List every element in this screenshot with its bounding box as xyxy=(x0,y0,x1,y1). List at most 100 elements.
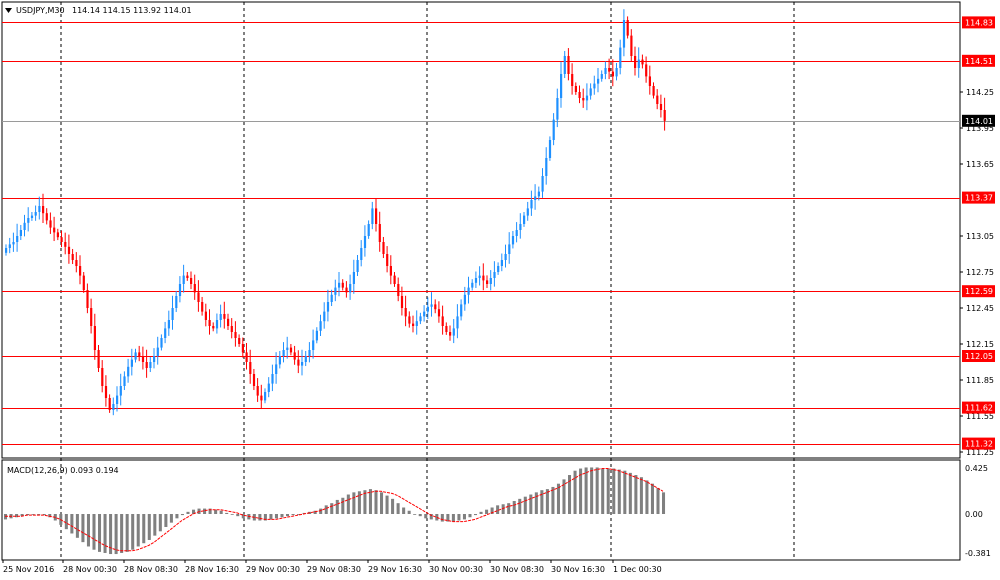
symbol-label: USDJPY,M30 xyxy=(16,6,65,15)
candle-body xyxy=(67,246,71,254)
macd-bar xyxy=(236,514,240,517)
candle-body xyxy=(160,338,163,348)
macd-bar xyxy=(274,514,278,519)
candle-body xyxy=(260,395,263,401)
candle-body xyxy=(93,326,96,350)
x-tick-label: 1 Dec 00:30 xyxy=(613,565,662,574)
candle-body xyxy=(334,287,337,295)
candle-body xyxy=(419,316,422,322)
candle-body xyxy=(338,282,341,288)
candle-body xyxy=(90,308,93,326)
candle-body xyxy=(663,110,666,121)
x-tick-label: 29 Nov 16:30 xyxy=(368,565,422,574)
level-badge xyxy=(962,350,995,362)
candle-body xyxy=(127,366,130,377)
candle-body xyxy=(245,352,248,362)
candle-body xyxy=(508,244,511,254)
candle-body xyxy=(548,140,552,158)
candle-body xyxy=(400,296,404,308)
y-tick-label: 111.55 xyxy=(966,412,994,421)
candle-body xyxy=(593,83,596,89)
candle-body xyxy=(659,104,663,110)
macd-bar xyxy=(164,514,168,527)
candle-body xyxy=(153,356,156,362)
candle-body xyxy=(597,78,600,84)
macd-bar xyxy=(440,514,444,522)
x-tick-label: 30 Nov 00:30 xyxy=(429,565,483,574)
level-badge-label: 111.62 xyxy=(965,404,993,413)
candle-body xyxy=(141,356,145,362)
candle-body xyxy=(49,220,52,228)
macd-bar xyxy=(623,470,627,514)
candle-body xyxy=(430,304,433,307)
macd-bar xyxy=(131,514,135,550)
macd-bar xyxy=(92,514,96,550)
candle-body xyxy=(30,215,34,218)
candle-body xyxy=(201,302,204,312)
candle-body xyxy=(275,364,278,374)
macd-bar xyxy=(545,489,549,514)
candle-body xyxy=(637,59,640,68)
current-price-badge xyxy=(962,114,995,127)
macd-bar xyxy=(26,514,30,516)
candle-body xyxy=(497,266,500,272)
macd-bar xyxy=(37,514,41,515)
macd-bar xyxy=(147,514,151,540)
candle-body xyxy=(27,218,30,223)
macd-bar xyxy=(368,489,372,514)
macd-bar xyxy=(335,499,339,514)
chevron-down-icon[interactable] xyxy=(5,8,12,13)
candle-body xyxy=(175,296,178,308)
macd-bar xyxy=(457,514,461,521)
macd-bar xyxy=(98,514,102,552)
candle-body xyxy=(500,260,503,266)
candle-body xyxy=(378,224,381,242)
macd-bar xyxy=(568,475,572,514)
candle-body xyxy=(423,311,426,317)
candle-body xyxy=(471,282,474,288)
y-tick-label: 112.15 xyxy=(966,340,994,349)
macd-signal-line xyxy=(5,468,664,552)
macd-bar xyxy=(584,467,588,514)
macd-bar xyxy=(20,514,24,517)
candle-body xyxy=(648,76,651,86)
candle-body xyxy=(193,284,196,293)
candle-body xyxy=(208,320,211,326)
candle-body xyxy=(45,213,48,221)
candle-body xyxy=(53,227,56,233)
candle-body xyxy=(630,35,633,56)
candle-body xyxy=(34,212,37,216)
candle-body xyxy=(367,224,370,236)
candle-body xyxy=(23,222,26,230)
candle-body xyxy=(267,383,270,392)
candle-body xyxy=(600,74,603,79)
candle-body xyxy=(64,242,67,247)
macd-bar xyxy=(380,492,384,514)
macd-bar xyxy=(15,514,19,518)
candle-body xyxy=(75,260,78,266)
macd-bar xyxy=(529,494,533,514)
candle-body xyxy=(97,350,100,368)
candle-body xyxy=(5,248,8,253)
macd-bar xyxy=(175,514,179,519)
candle-body xyxy=(101,368,104,386)
macd-bar xyxy=(662,492,666,514)
macd-bar xyxy=(341,497,345,514)
macd-bar xyxy=(208,508,212,514)
candle-body xyxy=(330,294,333,302)
macd-bar xyxy=(125,514,129,552)
y-tick-label: 112.45 xyxy=(966,304,994,313)
candle-body xyxy=(604,68,607,74)
macd-bar xyxy=(479,511,483,514)
candle-body xyxy=(219,314,222,320)
macd-bar xyxy=(169,514,173,523)
macd-bar xyxy=(313,510,317,514)
macd-bar xyxy=(617,469,621,514)
candle-body xyxy=(526,208,529,216)
candle-body xyxy=(589,88,592,96)
macd-bar xyxy=(396,503,400,514)
macd-bar xyxy=(153,514,157,536)
level-badge-label: 114.51 xyxy=(965,57,993,66)
y-tick-label: 113.95 xyxy=(966,124,994,133)
macd-bar xyxy=(142,514,146,544)
